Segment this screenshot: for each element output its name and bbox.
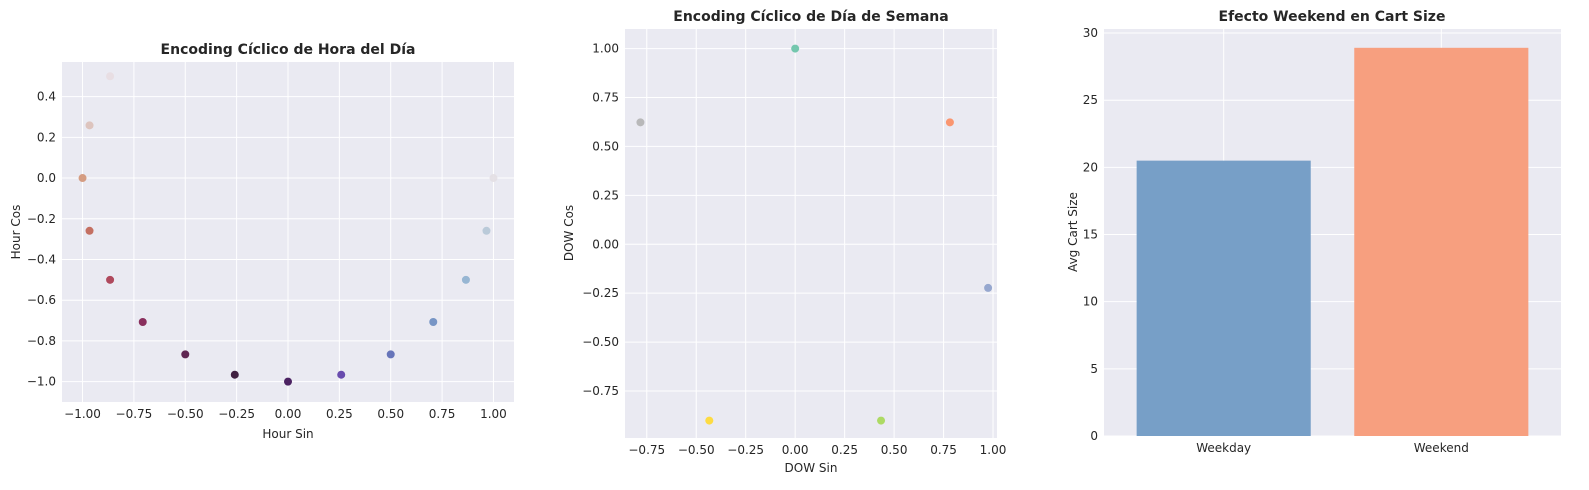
dow-y-tick-label: 0.75 <box>592 90 619 104</box>
hour-data-point <box>386 350 395 359</box>
weekend-y-label: Avg Cart Size <box>1066 192 1080 272</box>
weekend-x-tick-label: Weekend <box>1414 441 1469 455</box>
dow-grid <box>625 29 997 438</box>
weekend-x-ticks: Weekday Weekend <box>1196 441 1469 455</box>
hour-chart: −1.00 −0.75 −0.50 −0.25 0.00 0.25 0.50 0.75 1.00… <box>9 42 514 441</box>
hour-y-tick-label: 0.2 <box>37 130 56 144</box>
hour-data-point <box>482 226 491 235</box>
dow-y-tick-label: 0.25 <box>592 188 619 202</box>
hour-data-point <box>429 317 438 326</box>
hour-x-tick-label: 0.50 <box>377 407 404 421</box>
hour-data-point <box>106 72 115 81</box>
dow-data-point <box>791 44 800 53</box>
dow-x-tick-label: −0.50 <box>678 443 715 457</box>
dow-y-label: DOW Cos <box>562 205 576 261</box>
hour-x-tick-label: −1.00 <box>64 407 101 421</box>
hour-y-tick-label: 0.4 <box>37 90 56 104</box>
dow-x-tick-label: 0.25 <box>831 443 858 457</box>
hour-x-tick-label: 0.25 <box>326 407 353 421</box>
hour-data-point <box>230 370 239 379</box>
hour-x-label: Hour Sin <box>262 427 313 441</box>
hour-y-tick-label: 0.0 <box>37 171 56 185</box>
hour-x-tick-label: −0.50 <box>167 407 204 421</box>
hour-x-tick-label: 0.75 <box>429 407 456 421</box>
hour-data-point <box>85 121 94 130</box>
dow-y-tick-label: 1.00 <box>592 42 619 56</box>
hour-data-point <box>106 275 115 284</box>
hour-data-point <box>181 350 190 359</box>
weekend-y-tick-label: 15 <box>1083 228 1098 242</box>
dow-x-tick-label: 0.00 <box>782 443 809 457</box>
hour-chart-title: Encoding Cíclico de Hora del Día <box>161 42 416 58</box>
hour-y-tick-label: −0.8 <box>27 334 56 348</box>
dow-x-tick-label: 1.00 <box>980 443 1007 457</box>
dow-data-point <box>984 283 993 292</box>
hour-y-ticks: −1.0 −0.8 −0.6 −0.4 −0.2 0.0 0.2 0.4 <box>27 90 56 389</box>
dow-y-tick-label: −0.25 <box>582 286 619 300</box>
dow-data-point <box>636 118 645 127</box>
hour-data-point <box>461 275 470 284</box>
weekend-chart-title: Efecto Weekend en Cart Size <box>1219 9 1446 25</box>
dow-chart-title: Encoding Cíclico de Día de Semana <box>673 9 948 25</box>
dow-points <box>636 44 993 425</box>
dow-y-tick-label: 0.00 <box>592 237 619 251</box>
dow-plot-area <box>625 29 997 438</box>
dow-x-tick-label: 0.50 <box>881 443 908 457</box>
hour-y-label: Hour Cos <box>9 205 23 260</box>
dow-x-tick-label: −0.25 <box>727 443 764 457</box>
dow-x-tick-label: −0.75 <box>628 443 665 457</box>
weekend-y-tick-label: 10 <box>1083 295 1098 309</box>
hour-data-point <box>284 377 292 386</box>
hour-y-tick-label: −1.0 <box>27 375 56 389</box>
weekend-bar-weekday <box>1136 160 1311 436</box>
dow-chart: −0.75 −0.50 −0.25 0.00 0.25 0.50 0.75 1.00 −0.7… <box>562 9 1006 475</box>
hour-data-point <box>489 174 498 183</box>
hour-data-point <box>78 174 87 183</box>
hour-x-tick-label: 0.00 <box>275 407 302 421</box>
weekend-y-tick-label: 5 <box>1090 362 1098 376</box>
dow-data-point <box>945 118 954 127</box>
weekend-chart: Weekday Weekend 0 5 10 15 20 25 30 Efecto Weeke… <box>1066 9 1561 455</box>
dow-y-ticks: −0.75 −0.50 −0.25 0.00 0.25 0.50 0.75 1.00 <box>582 42 619 398</box>
hour-x-tick-label: 1.00 <box>480 407 507 421</box>
dow-y-tick-label: 0.50 <box>592 139 619 153</box>
hour-y-tick-label: −0.6 <box>27 293 56 307</box>
dow-x-label: DOW Sin <box>785 461 838 475</box>
hour-x-ticks: −1.00 −0.75 −0.50 −0.25 0.00 0.25 0.50 0.75 1.00 <box>64 407 507 421</box>
weekend-x-tick-label: Weekday <box>1196 441 1251 455</box>
hour-data-point <box>138 317 147 326</box>
hour-points <box>78 72 498 386</box>
weekend-y-tick-label: 30 <box>1083 26 1098 40</box>
dow-y-tick-label: −0.50 <box>582 335 619 349</box>
weekend-bars <box>1136 47 1529 437</box>
hour-x-tick-label: −0.75 <box>116 407 153 421</box>
dow-y-tick-label: −0.75 <box>582 384 619 398</box>
hour-y-tick-label: −0.4 <box>27 252 56 266</box>
dow-data-point <box>877 416 886 425</box>
weekend-y-tick-label: 0 <box>1090 429 1098 443</box>
hour-data-point <box>337 370 346 379</box>
dow-x-tick-label: 0.75 <box>930 443 957 457</box>
weekend-bar-weekend <box>1354 47 1529 437</box>
hour-data-point <box>85 226 94 235</box>
hour-x-tick-label: −0.25 <box>218 407 255 421</box>
dow-data-point <box>705 416 714 425</box>
weekend-y-tick-label: 20 <box>1083 160 1098 174</box>
weekend-y-ticks: 0 5 10 15 20 25 30 <box>1083 26 1098 443</box>
dow-x-ticks: −0.75 −0.50 −0.25 0.00 0.25 0.50 0.75 1.00 <box>628 443 1006 457</box>
hour-y-tick-label: −0.2 <box>27 212 56 226</box>
weekend-y-tick-label: 25 <box>1083 93 1098 107</box>
